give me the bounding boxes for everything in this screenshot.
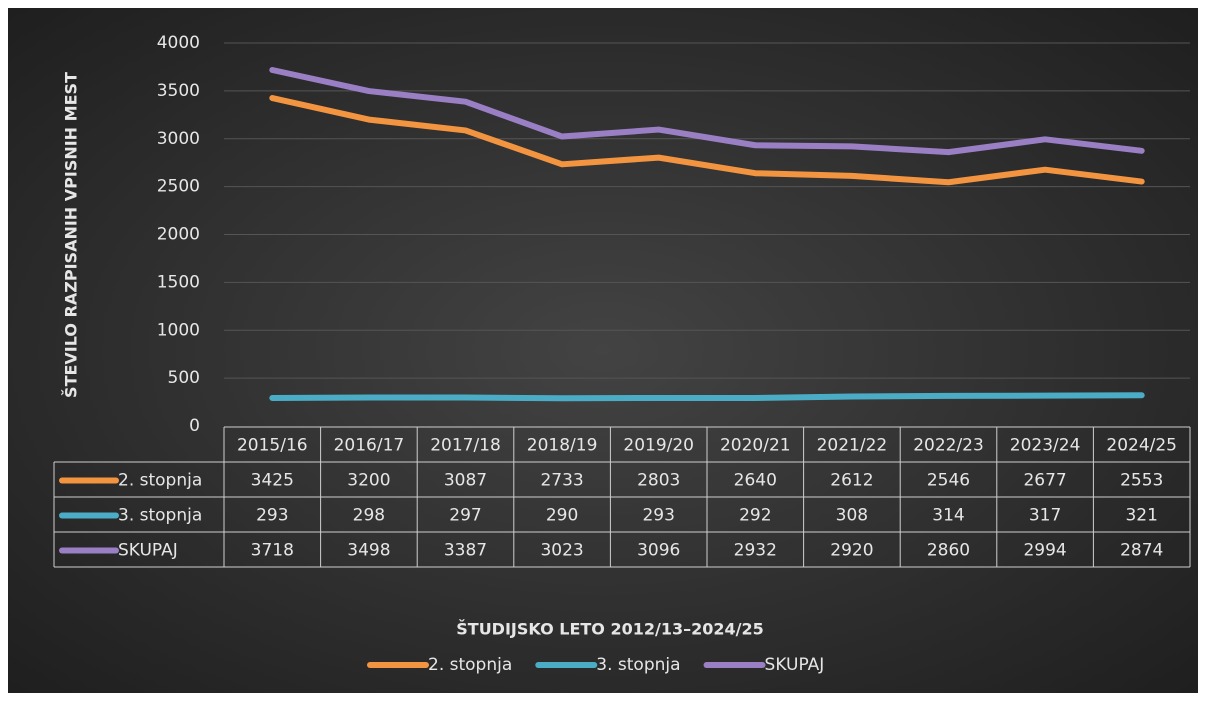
table-cell: 3718 <box>251 541 294 561</box>
table-cell: 290 <box>546 506 578 526</box>
table-cell: 2546 <box>927 471 970 491</box>
x-tick-label: 2016/17 <box>334 436 405 456</box>
y-axis-title: ŠTEVILO RAZPISANIH VPISNIH MEST <box>62 72 81 398</box>
table-cell: 2640 <box>734 471 777 491</box>
table-cell: 2803 <box>637 471 680 491</box>
y-tick-label: 2500 <box>157 177 200 197</box>
table-cell: 2677 <box>1023 471 1066 491</box>
x-tick-label: 2017/18 <box>430 436 501 456</box>
table-cell: 3087 <box>444 471 487 491</box>
table-cell: 3023 <box>540 541 583 561</box>
table-row-label: 2. stopnja <box>118 471 202 491</box>
y-tick-label: 3000 <box>157 129 200 149</box>
table-cell: 2553 <box>1120 471 1163 491</box>
table-cell: 2733 <box>540 471 583 491</box>
table-cell: 2612 <box>830 471 873 491</box>
table-cell: 3096 <box>637 541 680 561</box>
series-line <box>269 95 1145 186</box>
y-tick-label: 4000 <box>157 33 200 53</box>
y-tick-label: 1000 <box>157 320 200 340</box>
legend-label: 2. stopnja <box>428 655 512 675</box>
x-tick-label: 2021/22 <box>817 436 888 456</box>
table-cell: 314 <box>932 506 964 526</box>
table-cell: 317 <box>1029 506 1061 526</box>
table-cell: 321 <box>1125 506 1157 526</box>
x-tick-label: 2020/21 <box>720 436 791 456</box>
background <box>8 8 1198 693</box>
x-tick-label: 2023/24 <box>1010 436 1081 456</box>
table-cell: 293 <box>642 506 674 526</box>
x-tick-label: 2024/25 <box>1106 436 1177 456</box>
table-cell: 308 <box>836 506 868 526</box>
legend-label: 3. stopnja <box>596 655 680 675</box>
table-cell: 3387 <box>444 541 487 561</box>
y-tick-label: 1500 <box>157 272 200 292</box>
table-row-label: SKUPAJ <box>118 541 178 561</box>
table-cell: 293 <box>256 506 288 526</box>
table-cell: 2874 <box>1120 541 1163 561</box>
y-tick-label: 3500 <box>157 81 200 101</box>
table-cell: 297 <box>449 506 481 526</box>
table-cell: 2920 <box>830 541 873 561</box>
legend-label: SKUPAJ <box>765 655 825 675</box>
table-cell: 2932 <box>734 541 777 561</box>
series-line <box>269 67 1145 156</box>
x-tick-label: 2015/16 <box>237 436 308 456</box>
table-cell: 2860 <box>927 541 970 561</box>
table-cell: 2994 <box>1023 541 1066 561</box>
x-tick-label: 2022/23 <box>913 436 984 456</box>
table-cell: 292 <box>739 506 771 526</box>
series-line <box>269 392 1145 402</box>
y-tick-label: 500 <box>168 368 200 388</box>
y-tick-label: 0 <box>189 416 200 436</box>
y-tick-label: 2000 <box>157 225 200 245</box>
table-cell: 3425 <box>251 471 294 491</box>
x-axis-title: ŠTUDIJSKO LETO 2012/13–2024/25 <box>456 620 763 639</box>
table-cell: 3498 <box>347 541 390 561</box>
table-cell: 298 <box>353 506 385 526</box>
table-cell: 3200 <box>347 471 390 491</box>
table-row-label: 3. stopnja <box>118 506 202 526</box>
x-tick-label: 2018/19 <box>527 436 598 456</box>
x-tick-label: 2019/20 <box>623 436 694 456</box>
